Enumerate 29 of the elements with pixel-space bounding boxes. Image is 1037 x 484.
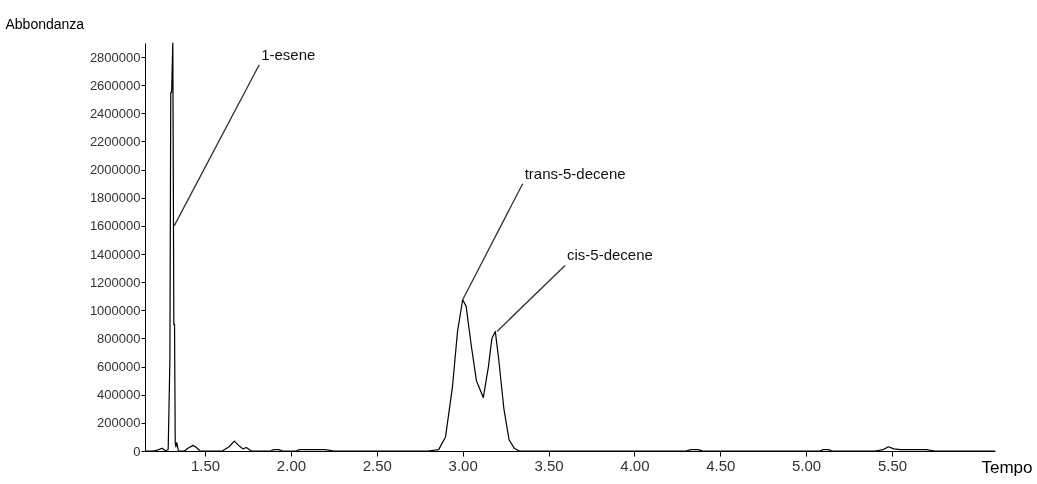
y-tick-label: 1800000 (89, 190, 141, 206)
y-tick-label: 1200000 (89, 274, 141, 290)
x-axis-title: Tempo (981, 457, 1033, 477)
y-axis-title: Abbondanza (5, 15, 85, 32)
y-tick-label: 0 (133, 443, 141, 459)
x-tick-label: 3.50 (534, 456, 564, 474)
x-tick-label: 4.00 (620, 456, 650, 474)
x-tick-label: 5.50 (877, 456, 908, 474)
y-tick-label: 2400000 (89, 105, 141, 121)
x-tick-label: 5.00 (792, 456, 822, 474)
y-tick-label: 1000000 (89, 302, 141, 318)
y-tick-label: 200000 (97, 415, 141, 431)
x-tick-label: 1.50 (191, 456, 221, 474)
annotation: cis-5-decene (567, 246, 653, 264)
y-tick-label: 400000 (97, 387, 141, 403)
x-tick-label: 2.00 (276, 456, 307, 474)
x-tick-label: 4.50 (706, 456, 736, 474)
y-tick-label: 2800000 (89, 49, 141, 65)
y-tick-label: 1400000 (89, 246, 141, 262)
y-tick-label: 600000 (97, 359, 141, 375)
annotation: trans-5-decene (524, 164, 626, 182)
y-tick-label: 2200000 (89, 133, 141, 149)
y-tick-label: 2000000 (89, 162, 141, 178)
annotation: 1-esene (261, 45, 316, 63)
x-tick-label: 2.50 (362, 456, 392, 474)
y-tick-label: 1600000 (89, 218, 141, 234)
x-tick-label: 3.00 (448, 456, 478, 474)
y-tick-label: 2600000 (89, 77, 141, 93)
y-tick-label: 800000 (97, 330, 141, 346)
